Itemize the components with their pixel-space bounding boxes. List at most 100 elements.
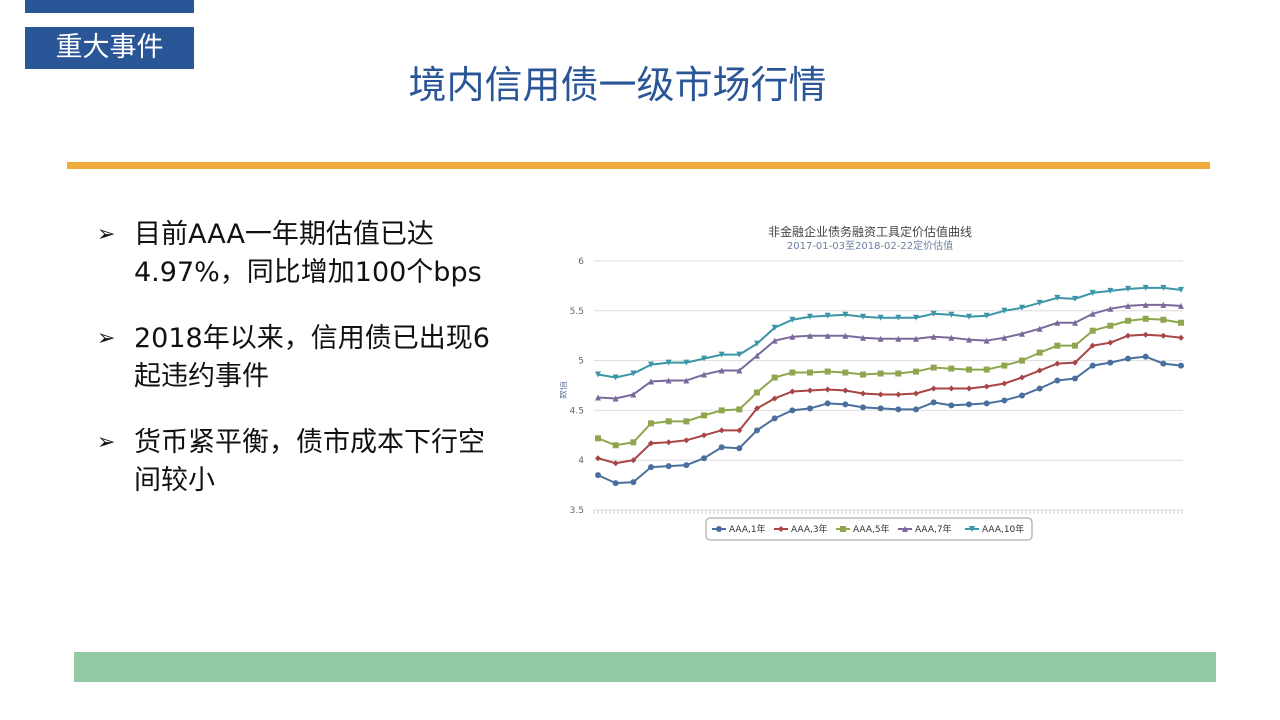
data-point [1160, 301, 1167, 308]
data-point [736, 427, 743, 434]
bullet-text: 2018年以来，信用债已出现6起违约事件 [134, 323, 490, 392]
data-point [1019, 357, 1025, 364]
bullet-item: ➢ 2018年以来，信用债已出现6起违约事件 [97, 320, 497, 396]
legend-label: AAA,3年 [791, 523, 828, 535]
data-point [1036, 367, 1043, 374]
data-point [895, 370, 902, 377]
data-point [595, 394, 601, 401]
data-point [771, 395, 778, 402]
data-point [877, 391, 884, 398]
footer-bar [74, 652, 1216, 682]
data-point [665, 359, 672, 366]
data-point [1089, 310, 1096, 317]
data-point [1107, 359, 1114, 366]
data-point [1036, 325, 1043, 332]
data-point [895, 406, 902, 413]
data-point [1001, 397, 1008, 404]
legend-item: AAA,10年 [965, 523, 1024, 535]
data-point [683, 462, 690, 469]
data-point [683, 418, 690, 425]
data-point [966, 313, 972, 320]
legend-item: AAA,5年 [836, 523, 890, 535]
data-point [842, 401, 849, 408]
series-line [597, 317, 1182, 447]
data-point [595, 371, 601, 378]
data-point [701, 355, 707, 362]
data-point [913, 314, 919, 321]
series-AAA,10年 [595, 284, 1184, 381]
data-point [595, 435, 601, 442]
series-AAA,7年 [595, 301, 1184, 402]
data-point [948, 402, 955, 409]
data-point [1125, 285, 1131, 292]
data-point [913, 406, 919, 413]
legend-item: AAA,7年 [898, 523, 952, 535]
data-point [1142, 331, 1149, 338]
bullet-item: ➢ 货币紧平衡，债市成本下行空间较小 [97, 424, 497, 500]
data-point [1001, 380, 1008, 387]
data-point [840, 526, 846, 532]
series-line [597, 303, 1182, 400]
data-point [877, 335, 884, 342]
data-point [612, 480, 619, 487]
data-point [754, 427, 760, 434]
data-point [1054, 294, 1061, 301]
data-point [1125, 332, 1131, 339]
title-divider [67, 162, 1210, 169]
data-point [718, 427, 725, 434]
data-point [842, 311, 849, 318]
data-point [913, 335, 919, 342]
data-point [983, 383, 990, 390]
data-point [1160, 316, 1167, 323]
data-point [1019, 304, 1025, 311]
y-axis-label: 数值 [560, 381, 569, 399]
data-point [648, 440, 654, 447]
data-point [807, 405, 813, 412]
data-point [771, 337, 778, 344]
data-point [1072, 295, 1078, 302]
series-AAA,3年 [595, 331, 1184, 467]
data-point [1142, 353, 1149, 360]
data-point [1125, 355, 1131, 362]
data-point [966, 385, 972, 392]
data-point [1019, 330, 1025, 337]
data-point [1019, 374, 1025, 381]
data-point [1178, 362, 1184, 369]
data-point [1089, 342, 1096, 349]
chart-title: 非金融企业债务融资工具定价估值曲线 [768, 224, 972, 239]
data-point [877, 405, 884, 412]
data-point [612, 395, 619, 402]
data-point [895, 335, 902, 342]
data-point [913, 368, 919, 375]
data-point [860, 404, 866, 411]
data-point [1089, 362, 1096, 369]
data-point [1036, 349, 1043, 356]
data-point [789, 407, 796, 414]
data-point [1036, 299, 1043, 306]
data-point [701, 455, 707, 462]
data-point [612, 460, 619, 467]
data-point [1107, 287, 1114, 294]
section-tag: 重大事件 [25, 27, 194, 69]
series-line [597, 333, 1182, 465]
data-point [789, 316, 796, 323]
data-point [683, 377, 690, 384]
data-point [630, 391, 637, 398]
data-point [895, 314, 902, 321]
data-point [948, 334, 955, 341]
data-point [736, 445, 743, 452]
data-point [877, 314, 884, 321]
data-point [824, 368, 831, 375]
data-point [902, 526, 908, 532]
data-point [1036, 385, 1043, 392]
data-point [948, 365, 955, 372]
data-point [824, 312, 831, 319]
data-point [1107, 339, 1114, 346]
data-point [648, 378, 654, 385]
data-point [754, 389, 760, 396]
bullet-text: 货币紧平衡，债市成本下行空间较小 [134, 427, 485, 496]
data-point [789, 369, 796, 376]
data-point [630, 439, 637, 446]
legend-label: AAA,5年 [853, 523, 890, 535]
data-point [983, 312, 990, 319]
